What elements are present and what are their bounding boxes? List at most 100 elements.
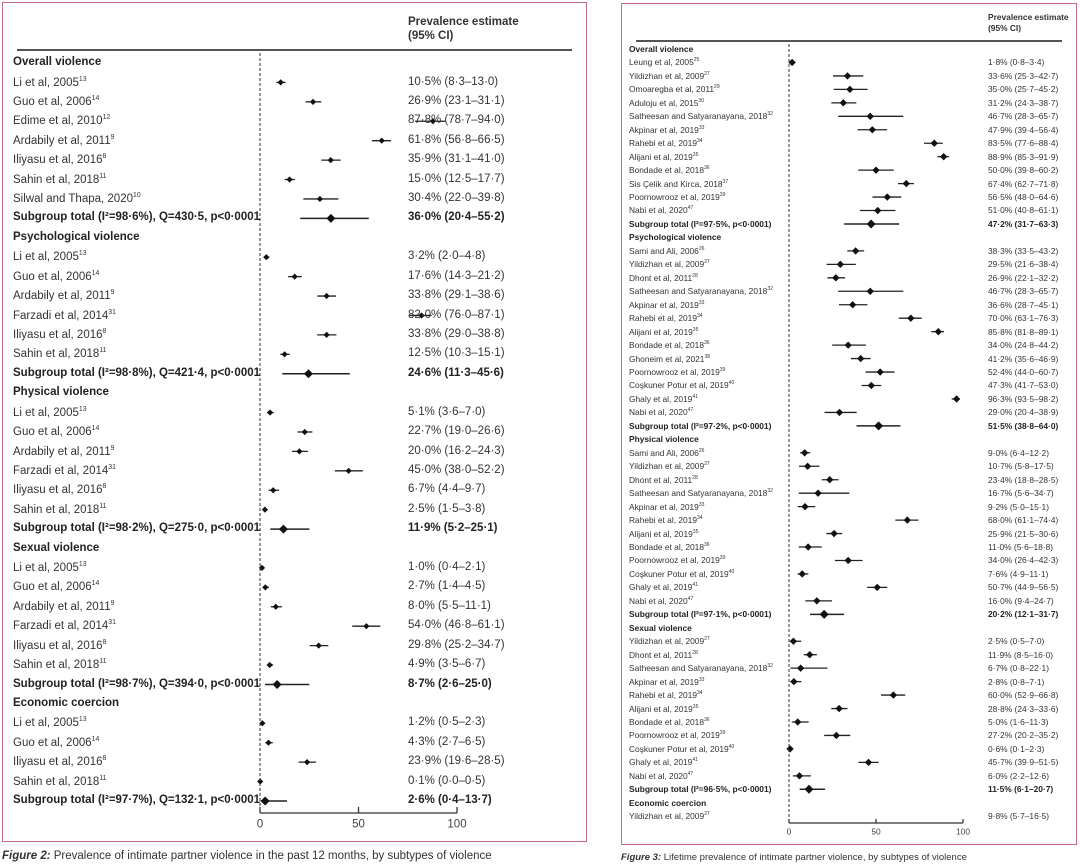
point-estimate bbox=[806, 651, 814, 659]
point-estimate bbox=[814, 489, 822, 497]
reference-number: 35 bbox=[692, 326, 699, 333]
study-label: Omoaregba et al, 201129 bbox=[629, 84, 720, 95]
study-label: Sahin et al, 201811 bbox=[13, 658, 107, 671]
point-estimate bbox=[832, 274, 840, 282]
header-rule bbox=[17, 49, 572, 51]
reference-number: 8 bbox=[102, 638, 107, 646]
study-label: Rahebi et al, 201934 bbox=[629, 313, 703, 324]
study-label: Alijani et al, 201935 bbox=[629, 703, 699, 714]
reference-number: 14 bbox=[91, 735, 100, 743]
x-tick-label: 0 bbox=[257, 819, 263, 831]
reference-number: 36 bbox=[703, 542, 710, 549]
figure-3-caption: Figure 3: Lifetime prevalence of intimat… bbox=[621, 852, 967, 863]
study-label: Ardabily et al, 20119 bbox=[13, 444, 115, 458]
subgroup-total-label: Subgroup total (I²=98·2%), Q=275·0, p<0·… bbox=[13, 522, 261, 535]
reference-number: 35 bbox=[692, 703, 699, 710]
reference-number: 9 bbox=[110, 133, 115, 141]
study-estimate: 23·4% (18·8–28·5) bbox=[988, 474, 1059, 485]
study-label: Satheesan and Satyaranayana, 201832 bbox=[629, 663, 773, 674]
reference-number: 34 bbox=[696, 313, 703, 320]
point-estimate bbox=[813, 597, 821, 605]
subgroup-total-label: Subgroup total (I²=98·6%), Q=430·5, p<0·… bbox=[13, 211, 261, 224]
figure-2-panel: Prevalence estimate (95% CI) 0 50 100 Overall… bbox=[2, 2, 587, 842]
reference-number: 32 bbox=[767, 286, 773, 293]
point-estimate bbox=[266, 409, 274, 416]
study-label: Dhont et al, 201128 bbox=[629, 272, 698, 283]
point-estimate bbox=[804, 543, 812, 551]
point-estimate bbox=[257, 778, 264, 785]
study-label: Guo et al, 200614 bbox=[13, 94, 100, 108]
study-label: Alijani et al, 201935 bbox=[629, 151, 699, 162]
study-label: Guo et al, 200614 bbox=[13, 425, 100, 438]
point-estimate bbox=[846, 85, 854, 94]
subgroup-total-label: Subgroup total (I²=97·2%, p<0·0001) bbox=[629, 420, 772, 431]
study-estimate: 0·6% (0·1–2·3) bbox=[988, 743, 1045, 754]
study-label: Silwal and Thapa, 202010 bbox=[13, 192, 141, 205]
study-estimate: 60·0% (52·9–66·8) bbox=[988, 690, 1059, 701]
study-label: Akpinar et al, 201933 bbox=[629, 124, 705, 135]
reference-number: 11 bbox=[99, 172, 107, 180]
reference-number: 13 bbox=[78, 405, 87, 413]
study-estimate: 35·0% (25·7–45·2) bbox=[988, 84, 1059, 95]
point-estimate bbox=[844, 341, 852, 349]
study-label: Rahebi et al, 201934 bbox=[629, 138, 703, 149]
point-estimate bbox=[800, 449, 809, 457]
study-estimate: 10·5% (8·3–13·0) bbox=[408, 75, 499, 88]
reference-number: 26 bbox=[698, 246, 705, 253]
study-estimate: 22·7% (19·0–26·6) bbox=[408, 425, 505, 438]
reference-number: 38 bbox=[704, 353, 711, 360]
point-estimate bbox=[296, 448, 303, 455]
point-estimate bbox=[839, 99, 847, 107]
study-estimate: 36·6% (28·7–45·1) bbox=[988, 299, 1059, 310]
reference-number: 30 bbox=[698, 98, 704, 104]
subgroup-total-label: Subgroup total (I²=96·5%, p<0·0001) bbox=[629, 784, 772, 795]
reference-number: 33 bbox=[698, 299, 705, 306]
study-label: Akpinar et al, 201933 bbox=[629, 676, 705, 687]
study-estimate: 47·9% (39·4–56·4) bbox=[988, 124, 1059, 135]
study-estimate: 47·3% (41·7–53·0) bbox=[988, 380, 1059, 391]
reference-number: 27 bbox=[704, 71, 710, 78]
reference-number: 8 bbox=[102, 153, 107, 161]
group-heading: Sexual violence bbox=[13, 541, 100, 554]
point-estimate bbox=[789, 637, 798, 645]
study-label: Sami and Ali, 200626 bbox=[629, 447, 705, 458]
study-label: Li et al, 200513 bbox=[13, 405, 87, 419]
subgroup-diamond bbox=[874, 421, 884, 431]
subgroup-total-estimate: 2·6% (0·4–13·7) bbox=[408, 794, 492, 807]
reference-number: 26 bbox=[698, 447, 705, 454]
point-estimate bbox=[940, 153, 948, 161]
study-estimate: 56·5% (48·0–64·6) bbox=[988, 192, 1059, 203]
study-estimate: 29·0% (20·4–38·9) bbox=[988, 407, 1059, 418]
point-estimate bbox=[851, 247, 860, 255]
study-estimate: 9·0% (6·4–12·2) bbox=[988, 447, 1049, 458]
study-estimate: 25·9% (21·5–30·6) bbox=[988, 528, 1059, 539]
reference-number: 33 bbox=[698, 676, 705, 683]
study-estimate: 50·7% (44·9–56·5) bbox=[988, 582, 1059, 593]
subgroup-diamond bbox=[272, 679, 282, 689]
reference-number: 9 bbox=[110, 289, 115, 297]
study-label: Li et al, 200513 bbox=[13, 250, 87, 264]
point-estimate bbox=[345, 467, 352, 474]
subgroup-diamond bbox=[804, 784, 814, 794]
reference-number: 39 bbox=[719, 730, 726, 737]
subgroup-total-estimate: 11·5% (6·1–20·7) bbox=[988, 784, 1054, 795]
study-estimate: 41·2% (35·6–46·9) bbox=[988, 353, 1059, 364]
study-label: Bondade et al, 201836 bbox=[629, 165, 710, 176]
point-estimate bbox=[303, 759, 311, 766]
study-label: Bondade et al, 201836 bbox=[629, 340, 710, 351]
reference-number: 41 bbox=[692, 394, 698, 401]
point-estimate bbox=[868, 126, 877, 134]
study-label: Iliyasu et al, 20168 bbox=[13, 327, 107, 341]
study-label: Satheesan and Satyaranayana, 201832 bbox=[629, 488, 773, 499]
reference-number: 47 bbox=[687, 407, 694, 414]
reference-number: 41 bbox=[692, 757, 698, 764]
point-estimate bbox=[903, 516, 911, 524]
reference-number: 11 bbox=[99, 502, 107, 510]
study-estimate: 54·0% (46·8–61·1) bbox=[408, 619, 505, 632]
column-header-line: Prevalence estimate bbox=[408, 16, 519, 28]
reference-number: 35 bbox=[692, 528, 699, 535]
study-estimate: 2·7% (1·4–4·5) bbox=[408, 580, 486, 593]
reference-number: 8 bbox=[102, 483, 107, 491]
caption-text: Prevalence of intimate partner violence … bbox=[53, 850, 492, 862]
study-label: Farzadi et al, 201431 bbox=[13, 308, 116, 322]
